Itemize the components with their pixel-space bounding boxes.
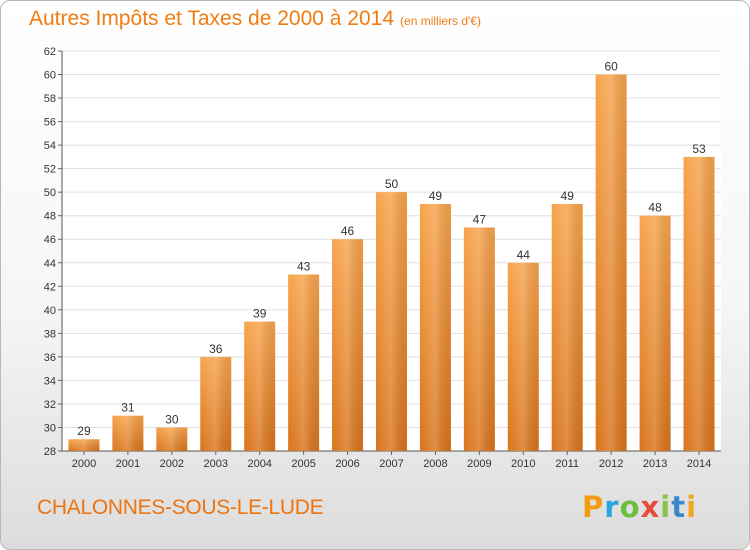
y-tick-label: 58	[44, 93, 56, 105]
bar-shine	[376, 192, 407, 452]
bar-shine	[551, 203, 583, 451]
x-tick-label: 2006	[335, 458, 359, 470]
x-tick-label: 2013	[643, 458, 667, 470]
y-tick-label: 34	[44, 375, 56, 387]
bar-shine	[68, 439, 100, 451]
x-tick-label: 2001	[116, 458, 140, 470]
x-tick-label: 2004	[247, 458, 271, 470]
data-label: 30	[165, 412, 179, 426]
logo-letter: r	[604, 490, 620, 524]
x-tick-label: 2009	[467, 458, 491, 470]
logo-letter: t	[671, 490, 687, 524]
data-label: 44	[517, 248, 531, 262]
data-label: 49	[561, 189, 575, 203]
data-label: 47	[473, 212, 487, 226]
y-tick-label: 62	[44, 46, 56, 58]
data-label: 36	[209, 342, 223, 356]
y-tick-label: 52	[44, 164, 56, 176]
logo-letter: x	[640, 490, 661, 524]
y-tick-label: 60	[44, 70, 56, 82]
y-tick-label: 36	[44, 352, 56, 364]
bar-shine	[112, 415, 144, 451]
bar-shine	[639, 215, 671, 451]
labels: 28 30 32 34 36 38 40 42 44 46 48 50 52 54 56 58 60 62 29 20…	[44, 46, 712, 470]
logo-letter: P	[582, 490, 605, 524]
bar-shine	[419, 203, 451, 451]
y-tick-label: 50	[44, 187, 56, 199]
x-tick-label: 2014	[687, 458, 711, 470]
y-tick-label: 32	[44, 399, 56, 411]
data-label: 53	[692, 142, 706, 156]
x-tick-label: 2010	[511, 458, 535, 470]
x-tick-label: 2007	[379, 458, 403, 470]
data-label: 50	[385, 177, 399, 191]
y-tick-label: 48	[44, 211, 56, 223]
y-tick-label: 54	[44, 140, 56, 152]
y-tick-label: 46	[44, 234, 56, 246]
bar-shine	[332, 239, 364, 451]
x-tick-label: 2012	[599, 458, 623, 470]
bar-shine	[244, 321, 276, 451]
y-tick-label: 42	[44, 281, 56, 293]
chart-title: Autres Impôts et Taxes de 2000 à 2014 (en…	[29, 7, 481, 31]
data-label: 31	[121, 401, 135, 415]
logo-letter: i	[686, 490, 698, 524]
data-label: 48	[648, 201, 662, 215]
bar-shine	[683, 156, 715, 451]
bar-shine	[595, 74, 627, 451]
data-label: 39	[253, 307, 267, 321]
bar-shine	[156, 427, 188, 451]
x-tick-label: 2011	[555, 458, 579, 470]
y-tick-label: 40	[44, 305, 56, 317]
x-tick-label: 2002	[160, 458, 184, 470]
bar-shine	[463, 227, 495, 451]
data-label: 29	[77, 424, 91, 438]
logo-letter: o	[619, 490, 641, 524]
x-tick-label: 2003	[204, 458, 228, 470]
chart-unit-label: (en milliers d'€)	[400, 14, 482, 28]
data-label: 43	[297, 260, 311, 274]
bars	[68, 74, 715, 452]
y-tick-label: 28	[44, 446, 56, 458]
data-label: 60	[604, 60, 618, 74]
data-label: 46	[341, 224, 355, 238]
x-tick-label: 2005	[291, 458, 315, 470]
y-tick-label: 38	[44, 328, 56, 340]
logo-letter: i	[660, 490, 672, 524]
x-tick-label: 2008	[423, 458, 447, 470]
bar-shine	[507, 262, 539, 451]
chart-title-text: Autres Impôts et Taxes de 2000 à 2014	[29, 7, 395, 30]
x-tick-label: 2000	[72, 458, 96, 470]
y-tick-label: 56	[44, 117, 56, 129]
data-label: 49	[429, 189, 443, 203]
y-tick-label: 30	[44, 422, 56, 434]
bar-shine	[200, 356, 232, 451]
proxiti-logo: Proxiti	[582, 490, 697, 524]
y-tick-label: 44	[44, 258, 56, 270]
bar-shine	[288, 274, 320, 451]
commune-name: CHALONNES-SOUS-LE-LUDE	[37, 496, 324, 519]
